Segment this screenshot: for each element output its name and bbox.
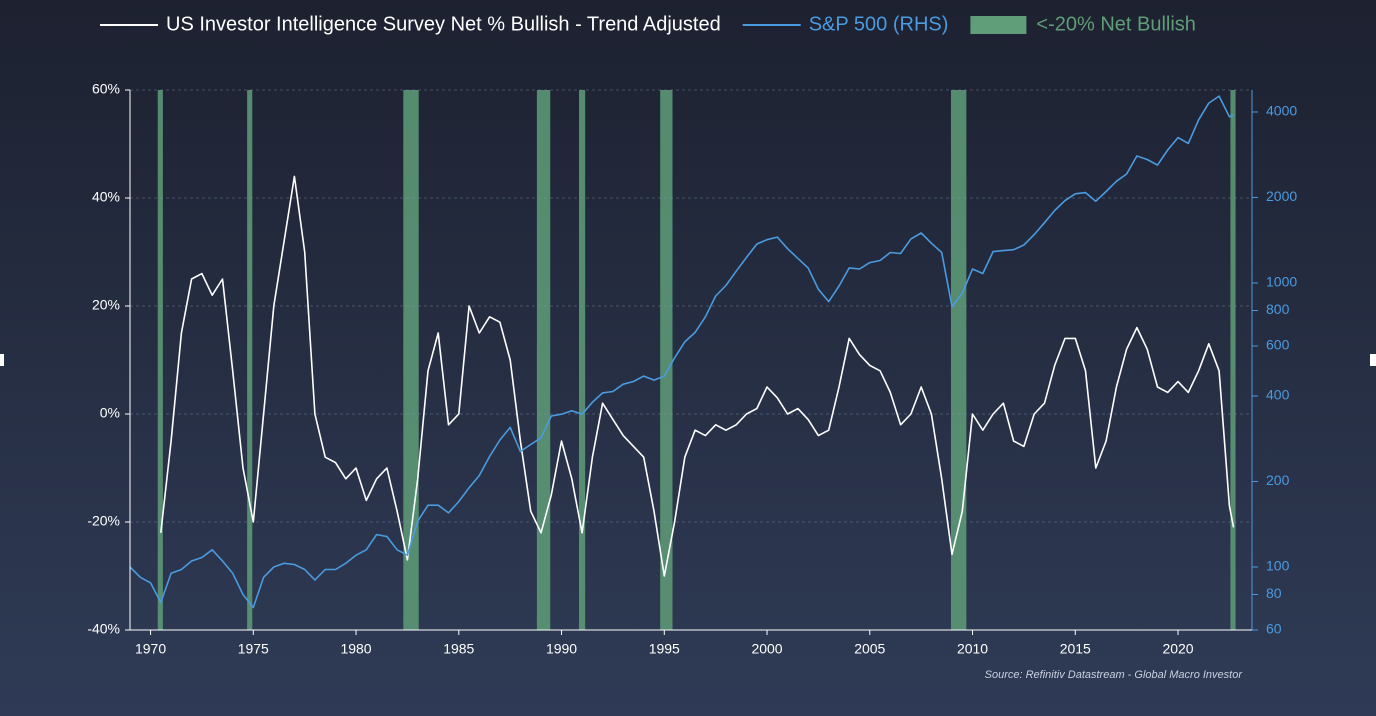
x-tick-label: 1990	[546, 641, 577, 657]
legend-label: <-20% Net Bullish	[1036, 13, 1196, 35]
y2-tick-label: 200	[1266, 472, 1290, 488]
x-tick-label: 1980	[340, 641, 371, 657]
shaded-period	[950, 90, 967, 630]
shaded-period	[247, 90, 253, 630]
shaded-period	[579, 90, 586, 630]
y2-tick-label: 60	[1266, 621, 1282, 637]
y-tick-label: -40%	[87, 621, 120, 637]
y-tick-label: -20%	[87, 513, 120, 529]
x-tick-label: 2020	[1162, 641, 1193, 657]
x-tick-label: 1995	[649, 641, 680, 657]
edge-handle	[0, 354, 4, 366]
series-line	[160, 175, 1235, 577]
x-tick-label: 2015	[1060, 641, 1091, 657]
y-tick-label: 40%	[92, 189, 120, 205]
x-tick-label: 1975	[238, 641, 269, 657]
legend-label: US Investor Intelligence Survey Net % Bu…	[166, 13, 721, 35]
series-line	[129, 95, 1234, 609]
legend-label: S&P 500 (RHS)	[809, 13, 949, 35]
y2-tick-label: 800	[1266, 301, 1290, 317]
edge-handle	[1370, 354, 1376, 366]
x-tick-label: 2005	[854, 641, 885, 657]
shaded-period	[660, 90, 673, 630]
y2-tick-label: 600	[1266, 337, 1290, 353]
y2-tick-label: 400	[1266, 387, 1290, 403]
x-tick-label: 2000	[751, 641, 782, 657]
x-tick-label: 1985	[443, 641, 474, 657]
y2-tick-label: 80	[1266, 585, 1282, 601]
x-tick-label: 1970	[135, 641, 166, 657]
legend-swatch	[970, 16, 1027, 34]
y2-tick-label: 1000	[1266, 274, 1297, 290]
shaded-period	[536, 90, 551, 630]
y2-tick-label: 2000	[1266, 188, 1297, 204]
shaded-period	[1230, 90, 1236, 630]
source-note: Source: Refinitiv Datastream - Global Ma…	[985, 669, 1244, 681]
x-tick-label: 2010	[957, 641, 988, 657]
y2-tick-label: 100	[1266, 558, 1290, 574]
y-tick-label: 20%	[92, 297, 120, 313]
shaded-period	[157, 90, 163, 630]
y2-tick-label: 4000	[1266, 103, 1297, 119]
y-tick-label: 0%	[100, 405, 120, 421]
y-tick-label: 60%	[92, 81, 120, 97]
